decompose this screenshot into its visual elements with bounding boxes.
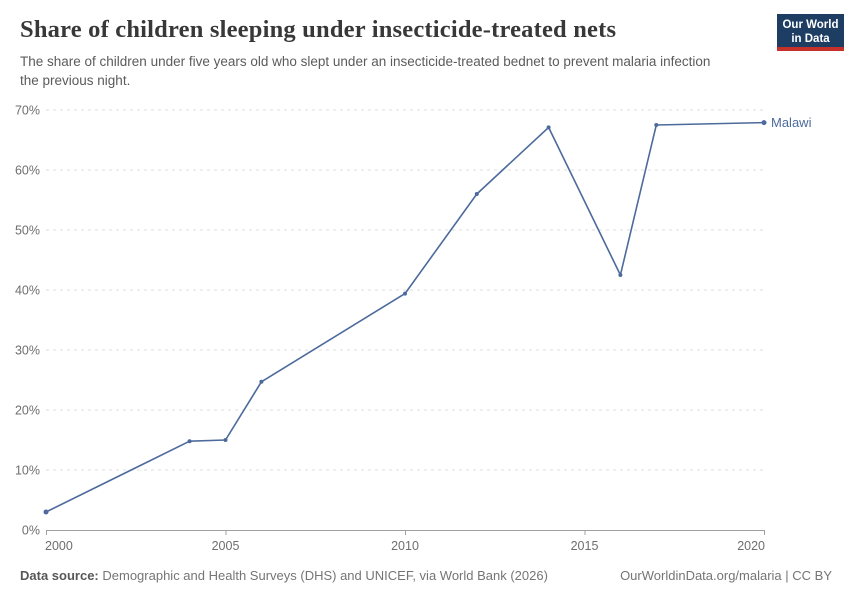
- y-tick-label-40: 40%: [15, 284, 40, 298]
- owid-logo[interactable]: Our World in Data: [777, 14, 844, 51]
- y-tick-label-30: 30%: [15, 344, 40, 358]
- x-tick-label-2010: 2010: [391, 539, 419, 553]
- data-point-malawi-2012: [474, 192, 479, 196]
- chart-footer: Data source: Demographic and Health Surv…: [20, 568, 832, 583]
- data-source-text: Demographic and Health Surveys (DHS) and…: [102, 568, 548, 583]
- line-series-group[interactable]: Malawi: [43, 115, 812, 515]
- series-end-label-malawi[interactable]: Malawi: [771, 115, 812, 130]
- x-tick-label-2005: 2005: [212, 539, 240, 553]
- x-axis-group: 2000 2005 2010 2015 2020: [45, 530, 765, 553]
- data-source-note: Data source: Demographic and Health Surv…: [20, 568, 548, 583]
- y-tick-label-70: 70%: [15, 104, 40, 118]
- y-tick-label-10: 10%: [15, 464, 40, 478]
- line-chart[interactable]: 0% 10% 20% 30% 40% 50% 60% 70% 2000 2005 2010 2015…: [0, 95, 850, 570]
- y-tick-label-0: 0%: [22, 524, 40, 538]
- data-point-malawi-2016: [618, 273, 623, 277]
- x-tick-label-2015: 2015: [571, 539, 599, 553]
- data-point-malawi-2004: [187, 439, 192, 444]
- gridlines-group: 0% 10% 20% 30% 40% 50% 60% 70%: [15, 104, 764, 538]
- data-point-malawi-2020: [761, 120, 767, 126]
- data-point-malawi-2010: [403, 291, 407, 296]
- x-tick-label-2000: 2000: [45, 539, 73, 553]
- page-title: Share of children sleeping under insecti…: [20, 16, 617, 43]
- series-line-malawi[interactable]: [45, 121, 765, 513]
- data-source-label: Data source:: [20, 568, 99, 583]
- owid-logo-line1: Our World: [782, 19, 839, 31]
- attribution-link[interactable]: OurWorldinData.org/malaria | CC BY: [620, 568, 832, 583]
- y-tick-label-20: 20%: [15, 404, 40, 418]
- data-point-malawi-2000: [43, 509, 49, 515]
- data-point-malawi-2017: [654, 123, 659, 127]
- y-tick-label-50: 50%: [15, 224, 40, 238]
- data-point-malawi-2006: [259, 379, 264, 384]
- chart-svg[interactable]: 0% 10% 20% 30% 40% 50% 60% 70% 2000 2005 2010 2015…: [0, 95, 850, 570]
- data-point-malawi-2014: [546, 125, 551, 130]
- x-tick-label-2020: 2020: [737, 539, 765, 553]
- data-point-malawi-2005: [223, 438, 228, 442]
- y-tick-label-60: 60%: [15, 164, 40, 178]
- chart-subtitle: The share of children under five years o…: [20, 54, 711, 89]
- owid-logo-line2: in Data: [791, 33, 830, 46]
